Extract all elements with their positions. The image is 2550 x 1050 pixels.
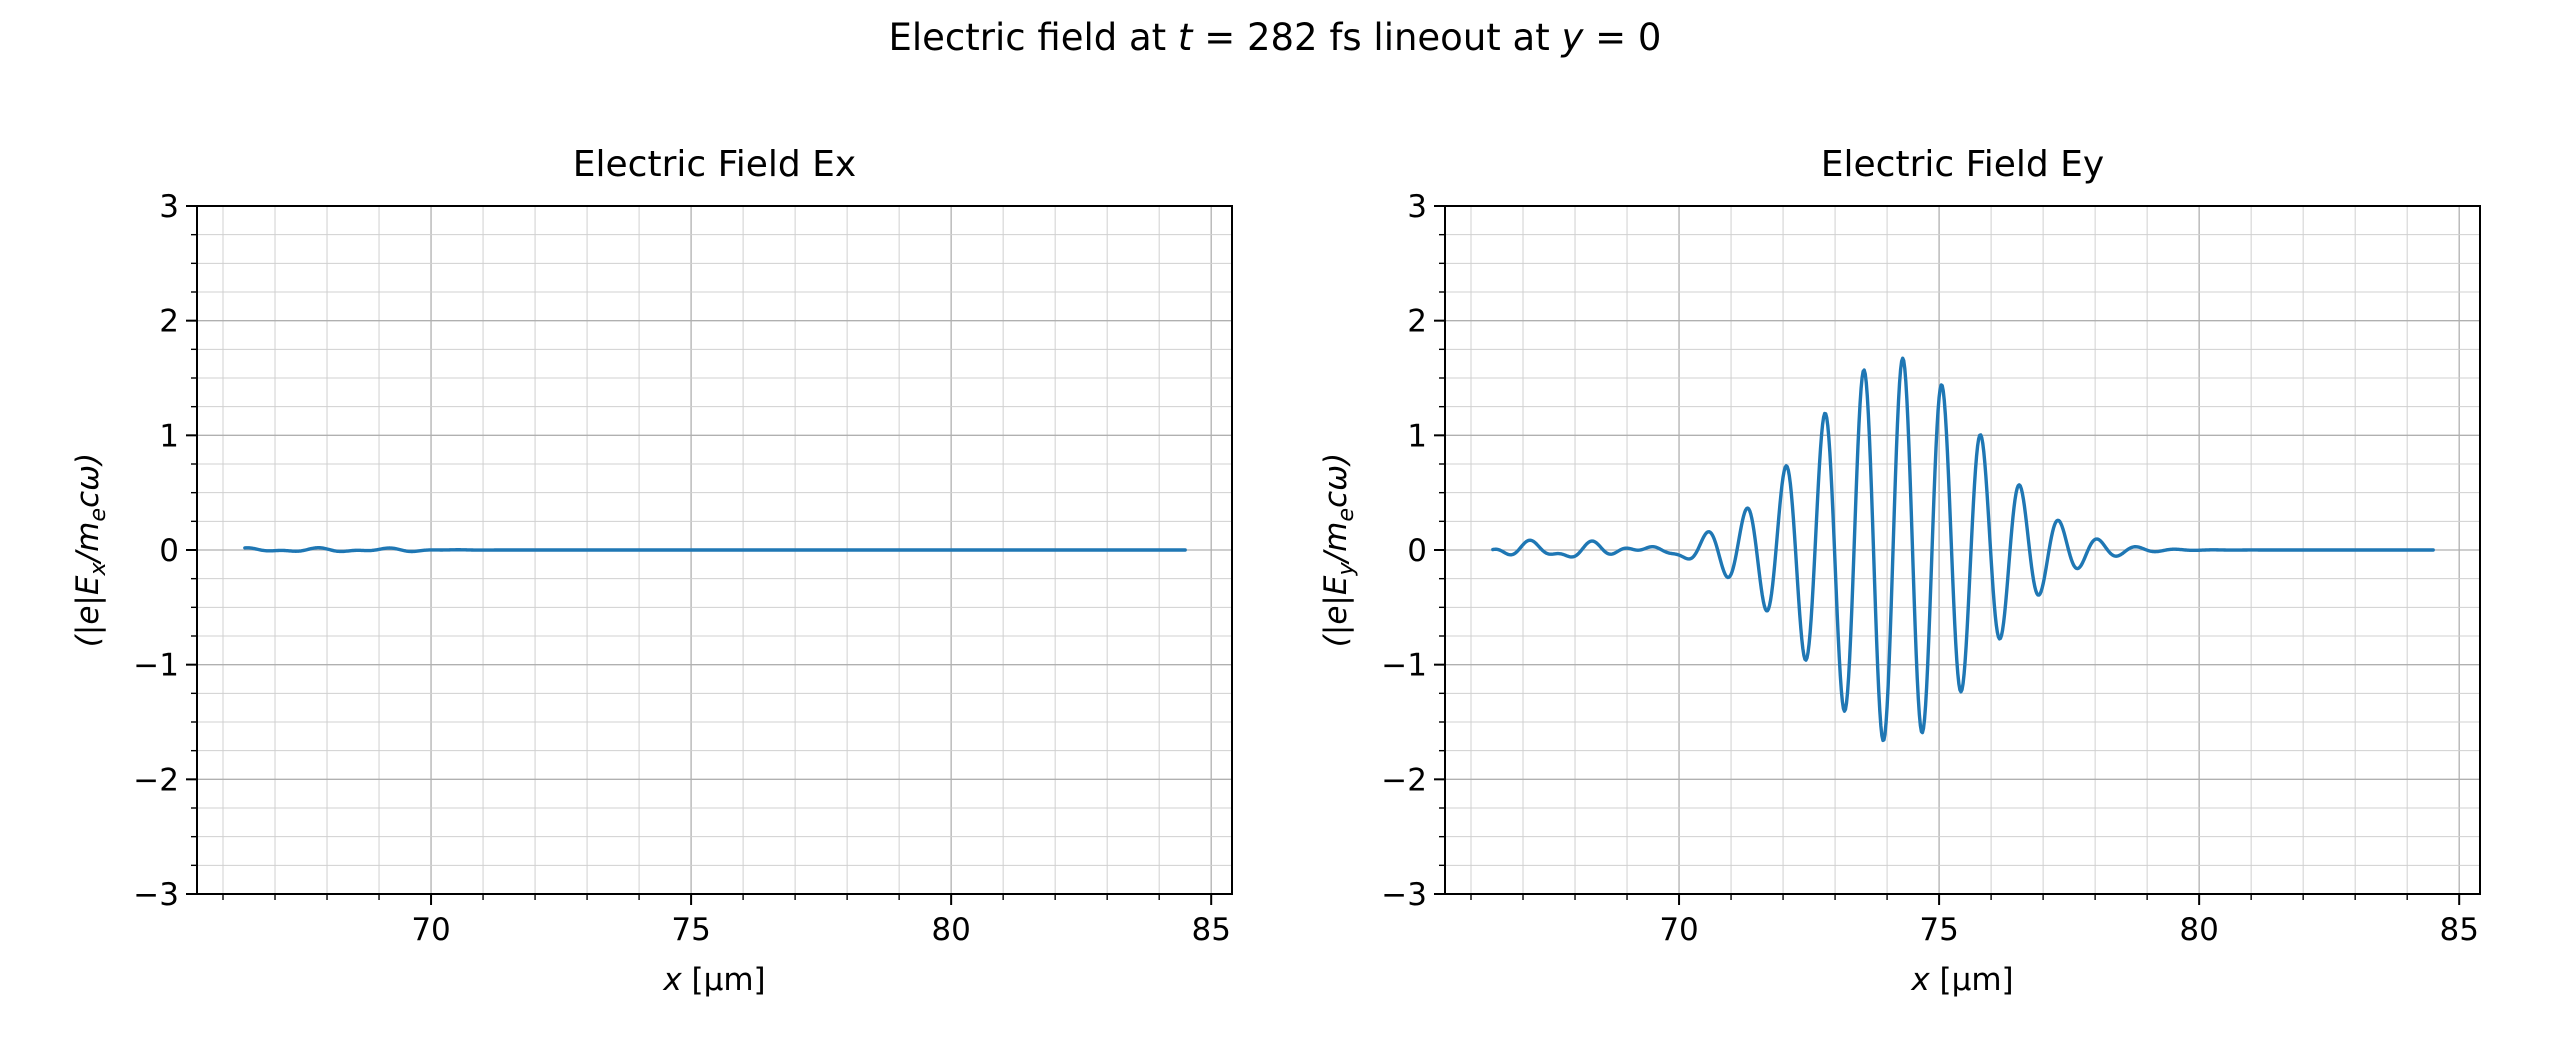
y-tick-label: 1 (1407, 418, 1427, 454)
ylabel-ex-sub1: x (85, 562, 112, 576)
y-tick-label: −1 (1381, 648, 1427, 684)
subplot-title-ex: Electric Field Ex (572, 144, 857, 185)
figure-title-var-t: t (1177, 16, 1193, 59)
y-tick-label: −1 (133, 648, 179, 684)
x-tick-label: 80 (931, 912, 970, 948)
x-tick-label: 70 (411, 912, 450, 948)
y-tick-label: −3 (133, 877, 179, 913)
y-tick-label: −3 (1381, 877, 1427, 913)
ylabel-ex-p3: cω) (70, 452, 106, 508)
x-tick-label: 80 (2179, 912, 2218, 948)
figure-title: Electric field at t = 282 fs lineout at … (0, 16, 2550, 60)
subplot-title-ey: Electric Field Ey (1820, 144, 2105, 185)
xlabel-ey-var: x (1911, 962, 1930, 998)
x-tick-label: 70 (1659, 912, 1698, 948)
x-tick-label: 75 (671, 912, 710, 948)
plot-area-ex: 70 75 80 85 −3 −2 −1 0 1 2 3 (133, 189, 1233, 948)
xlabel-ex-var: x (663, 962, 682, 998)
ylabel-ex-sub2: e (85, 507, 112, 522)
ylabel-ex-p1: (|e|E (70, 575, 106, 648)
y-tick-label: 1 (159, 418, 179, 454)
ylabel-ey-p3: cω) (1318, 452, 1354, 508)
y-tick-label: 2 (1407, 304, 1427, 340)
xlabel-ey-unit: [μm] (1929, 962, 2014, 998)
x-axis-label-ey: x [μm] (1445, 962, 2480, 998)
y-tick-label: 0 (159, 533, 179, 569)
y-tick-label: 3 (159, 189, 179, 225)
x-tick-label: 85 (2439, 912, 2478, 948)
ylabel-ey-p1: (|e|E (1318, 575, 1354, 648)
figure-title-text: Electric field at (888, 16, 1178, 59)
y-axis-label-ex: (|e|Ex/mecω) (70, 300, 112, 800)
y-axis-label-ey: (|e|Ey/mecω) (1318, 300, 1360, 800)
data-line-Ey (1491, 356, 2435, 743)
x-axis-label-ex: x [μm] (197, 962, 1232, 998)
figure-title-end: = 0 (1583, 16, 1662, 59)
figure-title-mid: = 282 fs lineout at (1192, 16, 1562, 59)
data-line-Ex (243, 546, 1187, 554)
y-tick-label: 0 (1407, 533, 1427, 569)
axes-ex: 70 75 80 85 −3 −2 −1 0 1 2 3 (133, 189, 1233, 948)
figure-title-var-y: y (1561, 16, 1584, 59)
xlabel-ex-unit: [μm] (681, 962, 766, 998)
x-tick-label: 75 (1919, 912, 1958, 948)
ylabel-ey-sub2: e (1333, 507, 1360, 522)
y-tick-label: 2 (159, 304, 179, 340)
ylabel-ex-p2: /m (70, 521, 106, 563)
ylabel-ey-p2: /m (1318, 521, 1354, 563)
axes-ey: 70 75 80 85 −3 −2 −1 0 1 2 3 (1381, 189, 2481, 948)
ylabel-ey-sub1: y (1333, 562, 1360, 576)
y-tick-label: 3 (1407, 189, 1427, 225)
plot-area-ey: 70 75 80 85 −3 −2 −1 0 1 2 3 (1381, 189, 2481, 948)
y-tick-label: −2 (133, 762, 179, 798)
y-tick-label: −2 (1381, 762, 1427, 798)
x-tick-label: 85 (1191, 912, 1230, 948)
